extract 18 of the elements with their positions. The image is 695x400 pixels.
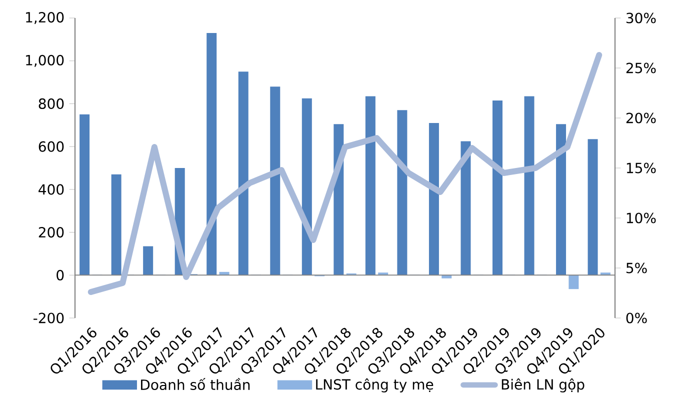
y-tick-label: 200 [38,226,64,238]
y-tick-label: 0 [56,270,64,280]
y-tick-label: 1,200 [26,12,64,24]
y2-tick-label: 0% [626,312,647,324]
legend-label: LNST công ty mẹ [316,378,434,392]
y2-tick-label: 5% [626,262,647,274]
y-tick-label: 600 [38,141,64,152]
legend-label: Biên LN gộp [502,378,584,392]
y2-tick-label: 30% [626,12,656,24]
y2-tick-label: 10% [626,212,656,224]
y2-tick-label: 20% [626,112,656,124]
y2-tick-label: 25% [626,62,656,74]
y-tick-label: 1,000 [26,54,64,67]
y-tick-label: -200 [34,312,64,324]
y2-tick-label: 15% [626,162,656,174]
y-tick-label: 800 [38,98,64,109]
legend-label: Doanh số thuần [141,378,250,390]
y-tick-label: 400 [38,184,64,195]
